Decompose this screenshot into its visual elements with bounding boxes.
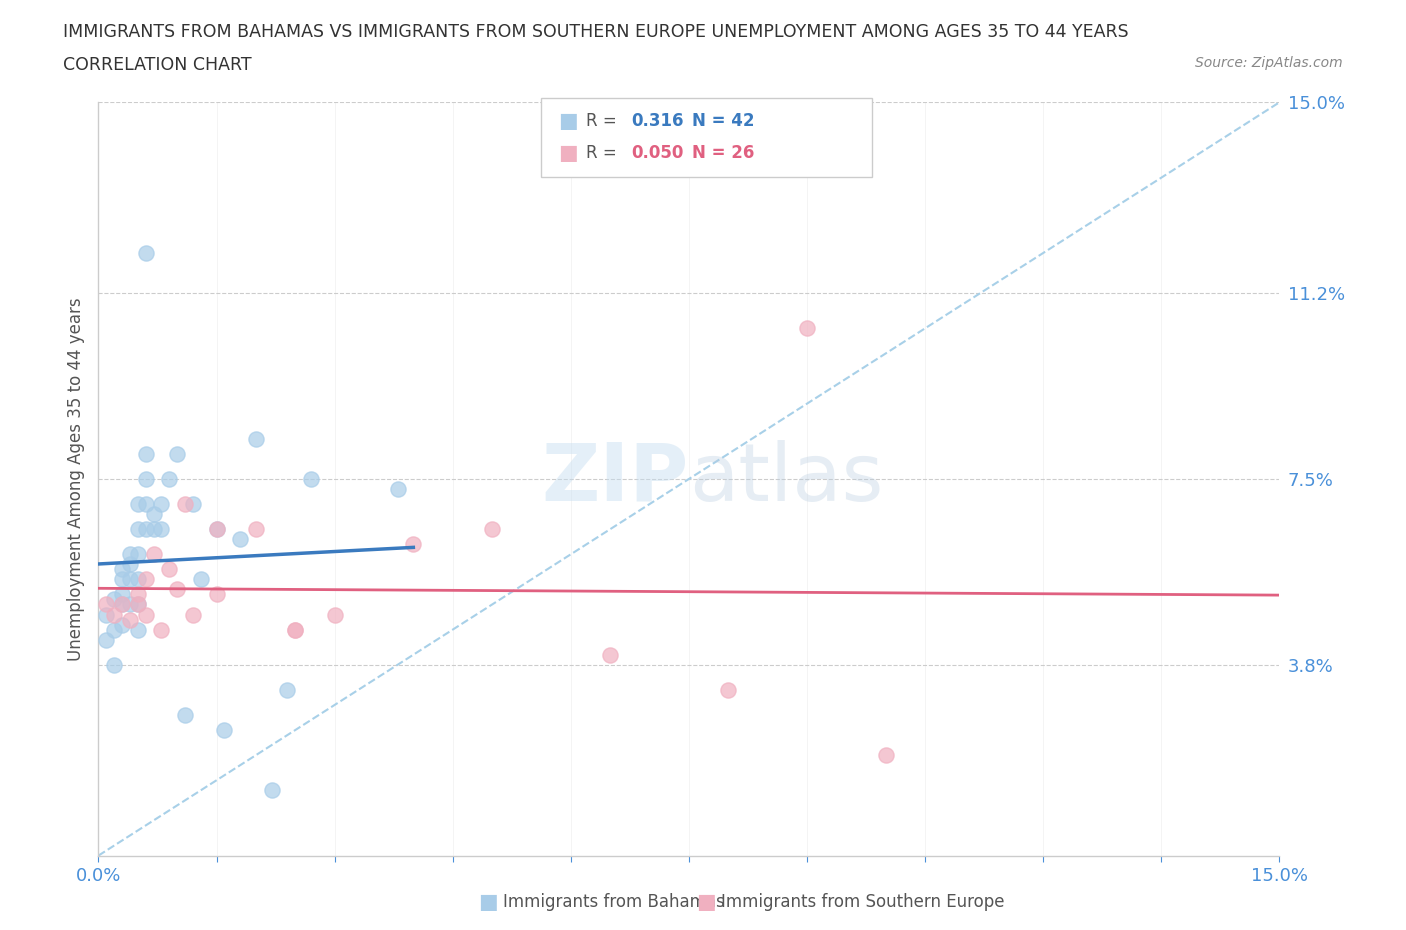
Point bbox=[118, 597, 141, 612]
Text: ■: ■ bbox=[558, 143, 578, 164]
Point bbox=[245, 432, 267, 446]
Point bbox=[111, 587, 134, 602]
Text: atlas: atlas bbox=[689, 440, 883, 518]
Point bbox=[276, 683, 298, 698]
Point bbox=[323, 607, 346, 622]
Point bbox=[142, 507, 165, 522]
Point bbox=[150, 622, 173, 637]
Point bbox=[150, 522, 173, 537]
Point bbox=[205, 587, 228, 602]
Point bbox=[875, 748, 897, 763]
Point bbox=[599, 647, 621, 662]
Point bbox=[717, 683, 740, 698]
Point bbox=[157, 472, 180, 486]
Point bbox=[111, 572, 134, 587]
Text: ■: ■ bbox=[696, 892, 716, 912]
Point bbox=[103, 607, 125, 622]
Point bbox=[127, 497, 149, 512]
Point bbox=[481, 522, 503, 537]
Point bbox=[157, 562, 180, 577]
Point bbox=[214, 723, 236, 737]
Point bbox=[299, 472, 322, 486]
Point bbox=[127, 622, 149, 637]
Text: R =: R = bbox=[586, 144, 623, 163]
Point bbox=[205, 522, 228, 537]
Point bbox=[387, 482, 409, 497]
Text: 0.050: 0.050 bbox=[631, 144, 683, 163]
Point bbox=[103, 592, 125, 607]
Point bbox=[127, 572, 149, 587]
Point bbox=[127, 597, 149, 612]
Text: N = 26: N = 26 bbox=[692, 144, 754, 163]
Point bbox=[796, 321, 818, 336]
Point bbox=[96, 607, 118, 622]
Point bbox=[135, 446, 157, 461]
Point bbox=[166, 446, 188, 461]
Point bbox=[111, 562, 134, 577]
Text: R =: R = bbox=[586, 112, 623, 130]
Point bbox=[127, 587, 149, 602]
Point bbox=[127, 597, 149, 612]
Point bbox=[96, 632, 118, 647]
Point bbox=[127, 547, 149, 562]
Point bbox=[135, 607, 157, 622]
Text: CORRELATION CHART: CORRELATION CHART bbox=[63, 56, 252, 73]
Point bbox=[135, 497, 157, 512]
Point bbox=[118, 612, 141, 627]
Point bbox=[135, 572, 157, 587]
Text: Immigrants from Southern Europe: Immigrants from Southern Europe bbox=[721, 893, 1005, 911]
Point bbox=[284, 622, 307, 637]
Point bbox=[229, 532, 252, 547]
Point bbox=[118, 547, 141, 562]
Text: IMMIGRANTS FROM BAHAMAS VS IMMIGRANTS FROM SOUTHERN EUROPE UNEMPLOYMENT AMONG AG: IMMIGRANTS FROM BAHAMAS VS IMMIGRANTS FR… bbox=[63, 23, 1129, 41]
Point bbox=[127, 522, 149, 537]
Text: N = 42: N = 42 bbox=[692, 112, 754, 130]
Point bbox=[103, 622, 125, 637]
Text: ZIP: ZIP bbox=[541, 440, 689, 518]
Point bbox=[284, 622, 307, 637]
Point bbox=[190, 572, 212, 587]
Point bbox=[118, 572, 141, 587]
Point bbox=[181, 607, 204, 622]
Point bbox=[118, 557, 141, 572]
Point bbox=[166, 582, 188, 597]
Point bbox=[142, 522, 165, 537]
Text: Immigrants from Bahamas: Immigrants from Bahamas bbox=[503, 893, 725, 911]
Text: ■: ■ bbox=[558, 111, 578, 131]
Text: 0.316: 0.316 bbox=[631, 112, 683, 130]
Point bbox=[111, 618, 134, 632]
Point bbox=[111, 597, 134, 612]
Point bbox=[135, 472, 157, 486]
Text: ■: ■ bbox=[478, 892, 498, 912]
Point bbox=[245, 522, 267, 537]
Y-axis label: Unemployment Among Ages 35 to 44 years: Unemployment Among Ages 35 to 44 years bbox=[66, 298, 84, 660]
Text: Source: ZipAtlas.com: Source: ZipAtlas.com bbox=[1195, 56, 1343, 70]
Point bbox=[135, 522, 157, 537]
Point bbox=[96, 597, 118, 612]
Point bbox=[402, 537, 425, 551]
Point bbox=[111, 597, 134, 612]
Point bbox=[150, 497, 173, 512]
Point bbox=[205, 522, 228, 537]
Point bbox=[103, 658, 125, 672]
Point bbox=[135, 246, 157, 260]
Point bbox=[181, 497, 204, 512]
Point bbox=[260, 783, 283, 798]
Point bbox=[174, 708, 197, 723]
Point bbox=[174, 497, 197, 512]
Point bbox=[142, 547, 165, 562]
